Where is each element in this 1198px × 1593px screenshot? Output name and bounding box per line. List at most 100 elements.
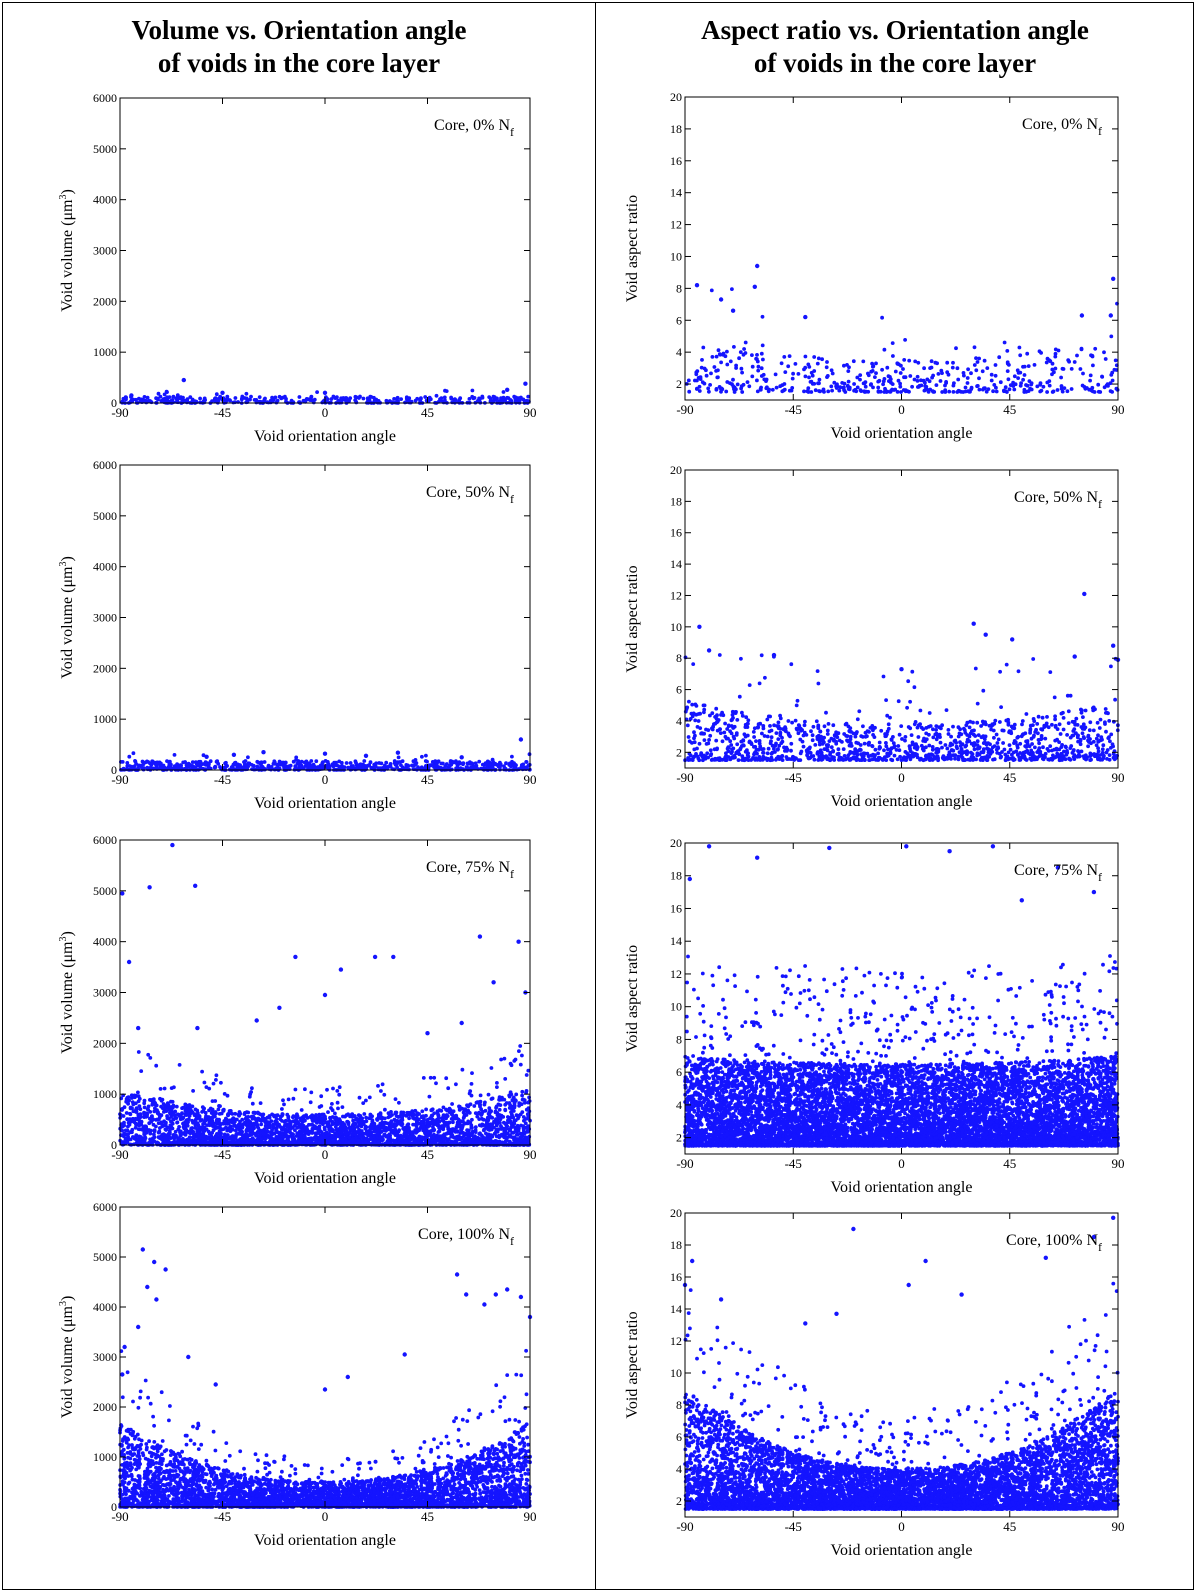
- data-point: [858, 377, 862, 382]
- data-point: [459, 755, 464, 760]
- data-point: [730, 747, 734, 752]
- data-point: [759, 385, 763, 390]
- data-point: [136, 1127, 141, 1131]
- data-point: [1013, 740, 1018, 745]
- data-point: [702, 753, 706, 758]
- data-point: [1044, 721, 1049, 726]
- data-point: [232, 762, 237, 767]
- data-point: [817, 377, 822, 382]
- data-point: [897, 732, 902, 737]
- data-point: [702, 738, 707, 742]
- data-point: [520, 763, 524, 768]
- data-point: [877, 740, 882, 745]
- data-point: [195, 762, 199, 767]
- data-point: [348, 761, 353, 765]
- data-point: [308, 764, 313, 769]
- data-point: [871, 733, 875, 737]
- data-point: [932, 756, 937, 761]
- data-point: [913, 720, 918, 724]
- data-point: [1065, 733, 1069, 737]
- data-point: [286, 1114, 291, 1119]
- data-point: [993, 363, 998, 367]
- x-tick-label: 90: [1112, 770, 1125, 785]
- data-point: [740, 390, 745, 394]
- data-point: [853, 734, 858, 739]
- data-point: [1069, 387, 1074, 391]
- data-point: [1071, 755, 1076, 759]
- data-point: [730, 713, 735, 717]
- data-point: [776, 737, 781, 741]
- left-title-line1: Volume vs. Orientation angle: [3, 14, 595, 47]
- data-point: [696, 719, 701, 723]
- y-tick-label: 10: [670, 620, 682, 634]
- data-point: [951, 383, 956, 388]
- data-point: [1031, 717, 1036, 721]
- data-point: [979, 724, 983, 728]
- data-point: [524, 1107, 529, 1112]
- y-tick-label: 6000: [93, 91, 117, 105]
- data-point: [829, 368, 834, 373]
- data-point: [303, 1087, 307, 1092]
- data-point: [922, 757, 927, 762]
- data-point: [855, 385, 860, 390]
- data-point: [1096, 746, 1100, 750]
- data-point: [691, 662, 696, 666]
- data-point: [417, 1128, 421, 1133]
- data-point: [800, 739, 805, 744]
- data-point: [325, 760, 330, 764]
- data-point: [730, 709, 735, 714]
- data-point: [439, 761, 444, 766]
- data-point: [695, 386, 699, 391]
- data-point: [1028, 756, 1033, 761]
- data-point: [896, 699, 901, 704]
- data-point: [940, 723, 944, 728]
- data-point: [787, 354, 792, 358]
- data-point: [466, 766, 471, 770]
- data-point: [825, 732, 830, 736]
- x-tick-label: 90: [1112, 402, 1125, 417]
- data-point: [1026, 364, 1031, 368]
- data-point: [768, 714, 772, 719]
- data-point: [829, 736, 834, 741]
- data-point: [1075, 735, 1080, 740]
- data-point: [503, 397, 508, 402]
- data-point: [737, 694, 742, 699]
- data-point: [817, 739, 822, 744]
- data-point: [885, 732, 889, 737]
- data-point: [686, 735, 691, 739]
- data-point: [520, 1089, 525, 1094]
- data-point: [936, 372, 941, 376]
- right-title-line2: of voids in the core layer: [596, 47, 1194, 80]
- data-point: [777, 757, 782, 761]
- data-point: [965, 381, 970, 385]
- data-point: [1078, 742, 1083, 747]
- data-point: [1027, 744, 1032, 749]
- data-point: [230, 765, 235, 769]
- data-point: [1109, 334, 1114, 339]
- data-point: [961, 758, 965, 762]
- data-point: [237, 1113, 242, 1118]
- data-point: [225, 764, 230, 768]
- data-point: [1004, 662, 1009, 667]
- data-point: [1018, 751, 1022, 755]
- data-point: [252, 398, 257, 402]
- data-point: [803, 314, 808, 320]
- data-point: [747, 683, 752, 687]
- data-point: [319, 1094, 324, 1099]
- data-point: [906, 679, 911, 684]
- data-point: [708, 383, 712, 387]
- plot-frame: [684, 96, 1119, 401]
- scatter-plot-vol-50: -90 -45 0 45 900100020003000400050006000Core…: [58, 458, 537, 812]
- data-point: [790, 386, 795, 390]
- y-axis-label: Void aspect ratio: [624, 565, 641, 672]
- data-point: [1040, 727, 1045, 732]
- data-point: [756, 725, 761, 729]
- data-point: [487, 763, 492, 767]
- data-point: [794, 703, 799, 708]
- data-point: [320, 764, 325, 769]
- data-point: [1057, 722, 1062, 727]
- data-point: [837, 738, 842, 743]
- data-point: [393, 1097, 398, 1101]
- data-point: [131, 751, 136, 756]
- x-tick-label: 0: [322, 405, 329, 420]
